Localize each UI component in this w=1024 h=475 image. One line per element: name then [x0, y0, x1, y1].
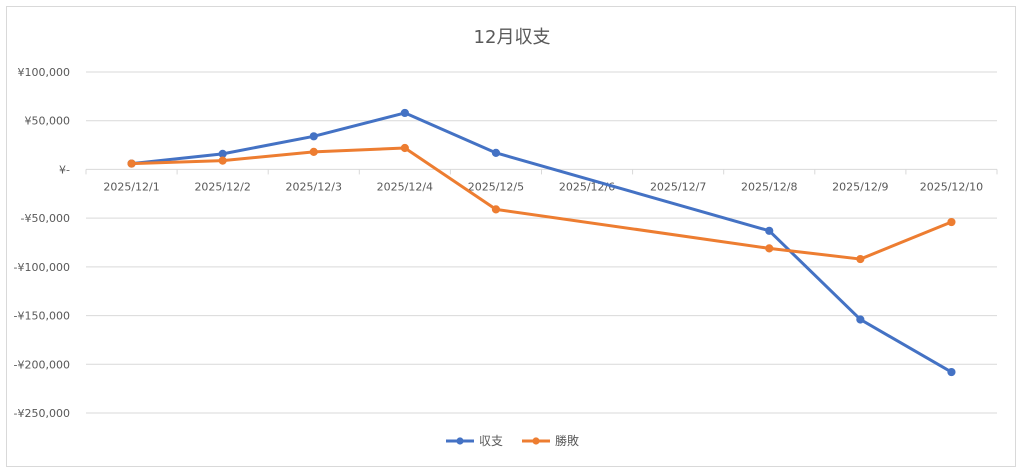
x-tick-label: 2025/12/10: [920, 180, 983, 193]
legend-label: 勝敗: [555, 433, 579, 448]
y-tick-label: -¥50,000: [21, 212, 70, 225]
data-point: [856, 315, 865, 324]
y-tick-label: -¥100,000: [14, 261, 70, 274]
y-axis: ¥100,000 ¥50,000 ¥- -¥50,000 -¥100,000 -¥150,…: [14, 66, 70, 420]
x-tick-label: 2025/12/9: [832, 180, 888, 193]
legend-marker: [456, 437, 464, 445]
data-point: [765, 226, 774, 235]
chart-title: 12月収支: [474, 27, 551, 48]
y-tick-label: ¥50,000: [25, 115, 71, 128]
x-tick-label: 2025/12/5: [468, 180, 524, 193]
x-tick-label: 2025/12/8: [741, 180, 797, 193]
data-point: [218, 156, 227, 165]
legend-label: 収支: [479, 434, 503, 448]
data-point: [400, 108, 409, 118]
data-point: [765, 244, 774, 253]
y-tick-label: -¥200,000: [14, 358, 70, 371]
data-point: [947, 217, 956, 227]
x-tick-label: 2025/12/2: [194, 180, 250, 193]
series-line-勝敗: [130, 146, 953, 261]
data-point: [491, 148, 501, 157]
data-point: [856, 254, 865, 264]
x-tick-label: 2025/12/6: [559, 180, 615, 193]
y-tick-label: -¥250,000: [14, 407, 70, 420]
data-point: [309, 132, 318, 141]
legend: 収支 勝敗: [446, 433, 579, 448]
x-tick-label: 2025/12/1: [103, 180, 159, 193]
chart-area: [6, 6, 1016, 467]
data-point: [400, 143, 409, 153]
data-point: [309, 147, 318, 156]
gridlines: [86, 71, 997, 414]
series-layer: [127, 108, 956, 377]
x-axis: 2025/12/1 2025/12/2 2025/12/3 2025/12/4 2025…: [85, 169, 998, 193]
x-tick-label: 2025/12/7: [650, 180, 706, 193]
x-tick-label: 2025/12/4: [377, 180, 433, 193]
y-tick-label: ¥-: [59, 163, 70, 176]
data-point: [491, 205, 501, 214]
data-point: [947, 367, 956, 377]
series-line-収支: [130, 111, 953, 374]
data-point: [218, 149, 227, 158]
x-tick-label: 2025/12/3: [286, 180, 342, 193]
y-tick-label: ¥100,000: [18, 66, 71, 79]
legend-marker: [532, 437, 540, 445]
y-tick-label: -¥150,000: [14, 310, 70, 323]
data-point: [127, 159, 136, 168]
